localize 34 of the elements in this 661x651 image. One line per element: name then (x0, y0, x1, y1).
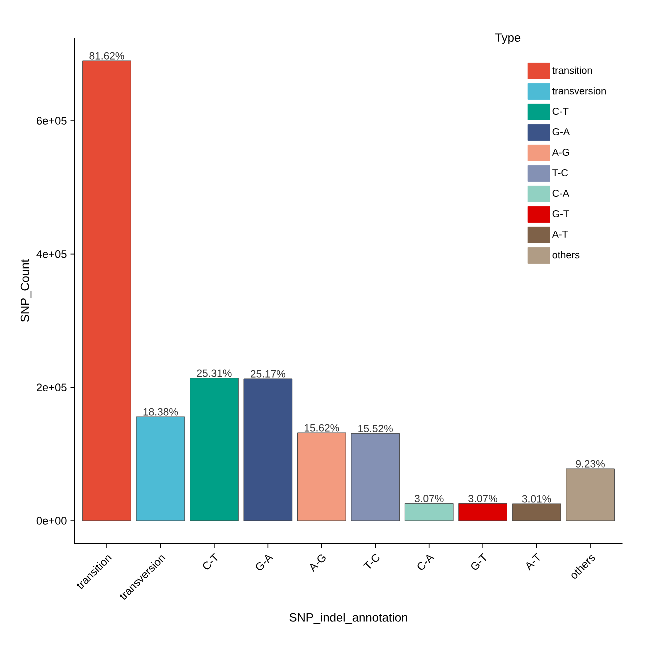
x-tick-label: T-C (363, 554, 380, 569)
x-axis-title: SNP_indel_annotation (290, 613, 408, 624)
legend-label: transversion (552, 87, 606, 95)
legend-label: T-C (552, 169, 568, 177)
annotation: 18.38% (144, 408, 178, 416)
annotation: 15.52% (358, 425, 393, 432)
x-tick-label: G-T (472, 553, 486, 570)
x-tick-label: G-A (256, 555, 274, 570)
legend-label: G-A (552, 128, 570, 136)
x-tick-label: C-A (418, 555, 435, 570)
annotation: 3.07% (468, 495, 498, 502)
annotation: 25.31% (197, 370, 232, 378)
y-tick-label: 2e+05 (37, 384, 67, 392)
annotation: 15.62% (304, 424, 340, 432)
legend-title: Type (495, 34, 521, 44)
legend-label: A-T (552, 231, 568, 238)
y-tick-label: 0e+00 (36, 517, 67, 525)
annotation: 3.07% (414, 495, 444, 502)
y-tick-label: 4e+05 (36, 250, 67, 258)
annotation: 81.62% (90, 52, 124, 60)
x-tick-label: C-T (203, 553, 218, 570)
x-tick-label: A-G (310, 554, 326, 572)
legend-label: others (552, 251, 580, 259)
legend-label: C-T (552, 108, 569, 116)
y-tick-label: 6e+05 (37, 117, 67, 125)
legend-label: C-A (552, 190, 570, 198)
annotation: 25.17% (250, 370, 286, 378)
legend-label: A-G (552, 148, 570, 156)
annotation: 3.01% (522, 495, 552, 503)
y-axis-title: SNP_Count (20, 260, 32, 322)
legend-label: transition (552, 66, 592, 74)
annotation: 9.23% (576, 460, 605, 468)
x-tick-label: A-T (526, 553, 540, 571)
legend-label: G-T (552, 210, 570, 218)
